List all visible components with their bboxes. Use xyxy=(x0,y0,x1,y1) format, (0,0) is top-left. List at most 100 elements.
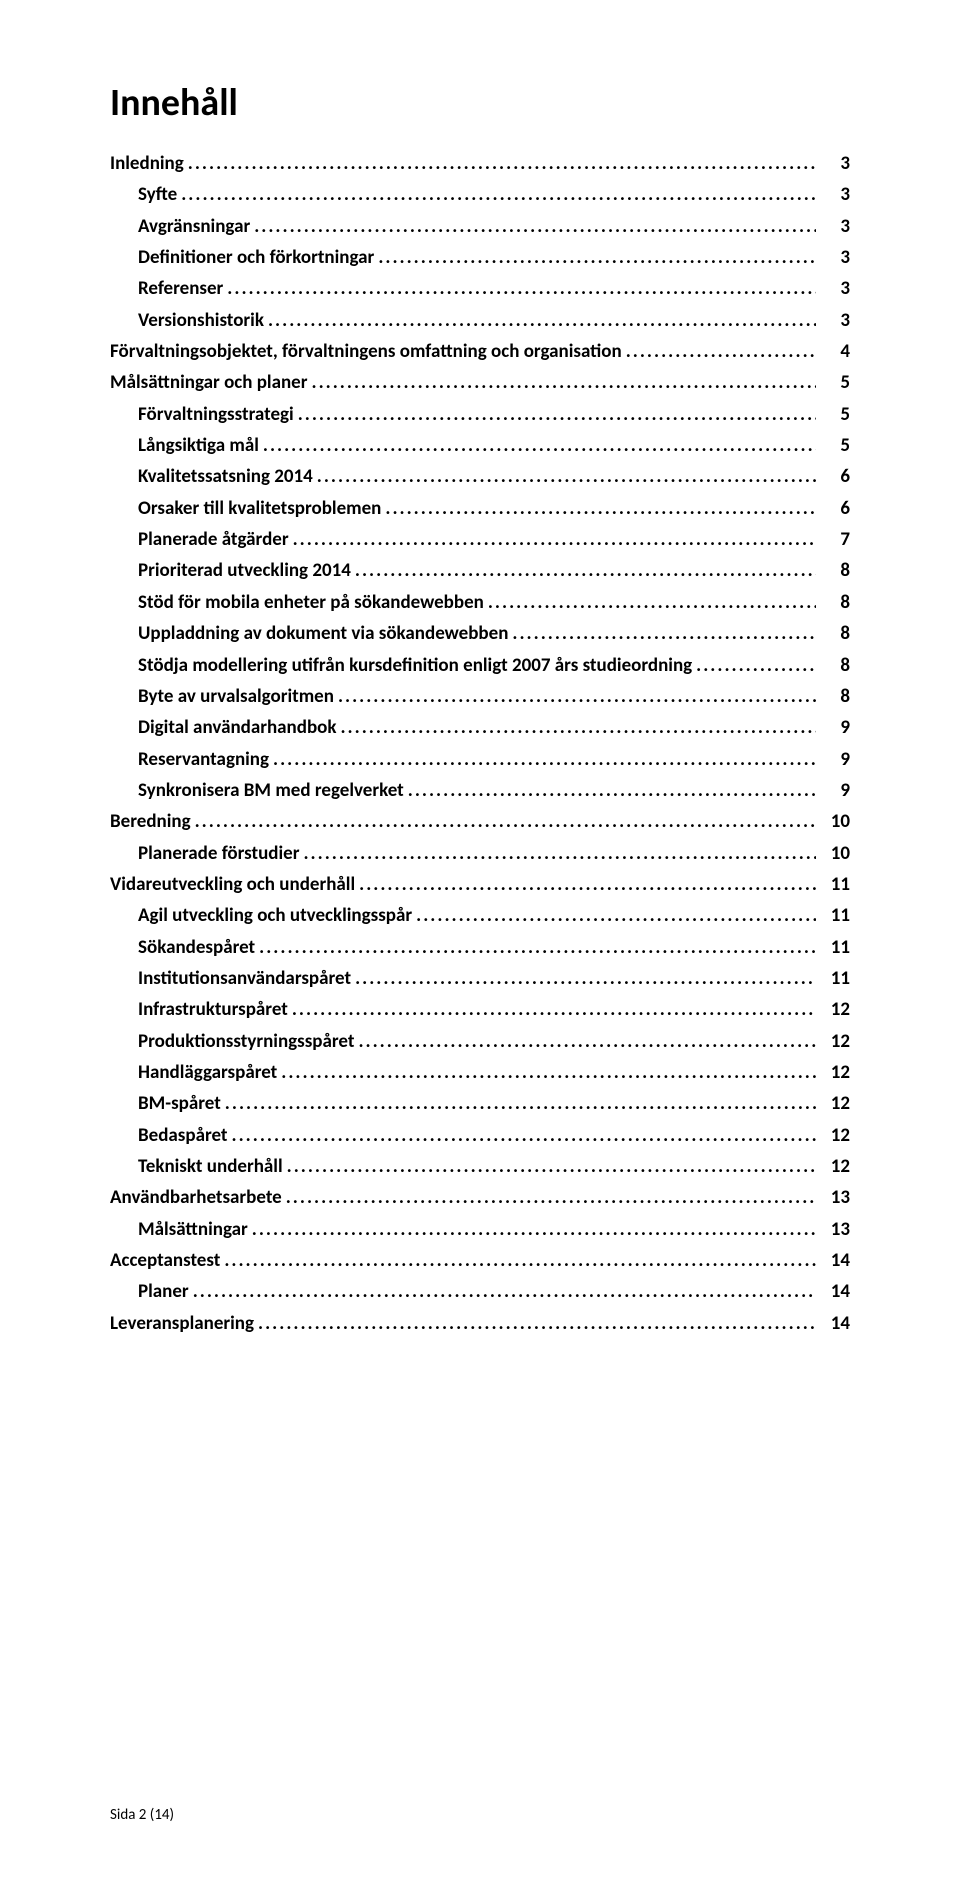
toc-row[interactable]: Byte av urvalsalgoritmen................… xyxy=(110,681,850,712)
toc-leader: ........................................… xyxy=(358,1026,816,1057)
toc-leader: ........................................… xyxy=(195,806,816,837)
toc-page-number: 5 xyxy=(820,430,850,461)
toc-row[interactable]: Målsättningar...........................… xyxy=(110,1214,850,1245)
toc-page-number: 13 xyxy=(820,1214,850,1245)
toc-label: Långsiktiga mål xyxy=(138,430,259,461)
toc-row[interactable]: Beredning...............................… xyxy=(110,806,850,837)
toc-row[interactable]: Uppladdning av dokument via sökandewebbe… xyxy=(110,618,850,649)
toc-leader: ........................................… xyxy=(303,838,816,869)
toc-label: Produktionsstyrningsspåret xyxy=(138,1026,354,1057)
toc-leader: ........................................… xyxy=(626,336,816,367)
toc-row[interactable]: Stödja modellering utifrån kursdefinitio… xyxy=(110,650,850,681)
toc-page-number: 6 xyxy=(820,493,850,524)
toc-row[interactable]: Vidareutveckling och underhåll..........… xyxy=(110,869,850,900)
toc-leader: ........................................… xyxy=(359,869,816,900)
toc-row[interactable]: Synkronisera BM med regelverket.........… xyxy=(110,775,850,806)
toc-leader: ........................................… xyxy=(312,367,817,398)
toc-page-number: 8 xyxy=(820,618,850,649)
toc-leader: ........................................… xyxy=(254,211,816,242)
toc-page-number: 4 xyxy=(820,336,850,367)
toc-leader: ........................................… xyxy=(263,430,816,461)
toc-page-number: 3 xyxy=(820,179,850,210)
toc-row[interactable]: Bedaspåret..............................… xyxy=(110,1120,850,1151)
toc-leader: ........................................… xyxy=(338,681,816,712)
toc-page-number: 12 xyxy=(820,1120,850,1151)
toc-row[interactable]: Institutionsanvändarspåret..............… xyxy=(110,963,850,994)
toc-row[interactable]: Användbarhetsarbete.....................… xyxy=(110,1182,850,1213)
toc-label: Institutionsanvändarspåret xyxy=(138,963,351,994)
toc-row[interactable]: Handläggarspåret........................… xyxy=(110,1057,850,1088)
toc-leader: ........................................… xyxy=(258,1308,816,1339)
page-footer: Sida 2 (14) xyxy=(110,1806,174,1824)
toc-label: Prioriterad utveckling 2014 xyxy=(138,555,351,586)
toc-row[interactable]: Förvaltningsobjektet, förvaltningens omf… xyxy=(110,336,850,367)
toc-leader: ........................................… xyxy=(317,461,816,492)
toc-row[interactable]: Definitioner och förkortningar..........… xyxy=(110,242,850,273)
toc-page-number: 9 xyxy=(820,775,850,806)
toc-page-number: 12 xyxy=(820,994,850,1025)
toc-label: Målsättningar och planer xyxy=(110,367,308,398)
toc-row[interactable]: Tekniskt underhåll......................… xyxy=(110,1151,850,1182)
toc-leader: ........................................… xyxy=(287,1151,816,1182)
toc-page-number: 10 xyxy=(820,838,850,869)
toc-row[interactable]: Prioriterad utveckling 2014.............… xyxy=(110,555,850,586)
toc-label: Inledning xyxy=(110,148,184,179)
toc-leader: ........................................… xyxy=(281,1057,816,1088)
toc-label: Bedaspåret xyxy=(138,1120,228,1151)
toc-page-number: 12 xyxy=(820,1026,850,1057)
toc-row[interactable]: Agil utveckling och utvecklingsspår.....… xyxy=(110,900,850,931)
toc-leader: ........................................… xyxy=(416,900,816,931)
toc-leader: ........................................… xyxy=(259,932,816,963)
toc-page-number: 9 xyxy=(820,744,850,775)
toc-row[interactable]: Planerade åtgärder......................… xyxy=(110,524,850,555)
toc-row[interactable]: BM-spåret...............................… xyxy=(110,1088,850,1119)
toc-leader: ........................................… xyxy=(268,305,816,336)
toc-label: Förvaltningsstrategi xyxy=(138,399,294,430)
toc-row[interactable]: Inledning...............................… xyxy=(110,148,850,179)
toc-label: Användbarhetsarbete xyxy=(110,1182,282,1213)
toc-label: Syfte xyxy=(138,179,177,210)
toc-row[interactable]: Kvalitetssatsning 2014..................… xyxy=(110,461,850,492)
toc-leader: ........................................… xyxy=(696,650,816,681)
toc-row[interactable]: Målsättningar och planer................… xyxy=(110,367,850,398)
toc-row[interactable]: Reservantagning.........................… xyxy=(110,744,850,775)
toc-label: Beredning xyxy=(110,806,191,837)
toc-row[interactable]: Referenser..............................… xyxy=(110,273,850,304)
toc-leader: ........................................… xyxy=(385,493,816,524)
toc-row[interactable]: Stöd för mobila enheter på sökandewebben… xyxy=(110,587,850,618)
toc-label: Referenser xyxy=(138,273,223,304)
table-of-contents: Inledning...............................… xyxy=(110,148,850,1339)
toc-row[interactable]: Syfte...................................… xyxy=(110,179,850,210)
toc-row[interactable]: Versionshistorik........................… xyxy=(110,305,850,336)
toc-row[interactable]: Leveransplanering.......................… xyxy=(110,1308,850,1339)
toc-page-number: 8 xyxy=(820,650,850,681)
toc-page-number: 9 xyxy=(820,712,850,743)
toc-row[interactable]: Acceptanstest...........................… xyxy=(110,1245,850,1276)
toc-row[interactable]: Sökandespåret...........................… xyxy=(110,932,850,963)
toc-leader: ........................................… xyxy=(355,555,816,586)
toc-label: Leveransplanering xyxy=(110,1308,254,1339)
toc-row[interactable]: Avgränsningar...........................… xyxy=(110,211,850,242)
toc-page-number: 14 xyxy=(820,1308,850,1339)
toc-row[interactable]: Infrastrukturspåret.....................… xyxy=(110,994,850,1025)
toc-label: Versionshistorik xyxy=(138,305,264,336)
toc-row[interactable]: Förvaltningsstrategi....................… xyxy=(110,399,850,430)
toc-page-number: 10 xyxy=(820,806,850,837)
toc-leader: ........................................… xyxy=(408,775,816,806)
toc-page-number: 11 xyxy=(820,963,850,994)
toc-leader: ........................................… xyxy=(298,399,816,430)
toc-row[interactable]: Planer..................................… xyxy=(110,1276,850,1307)
toc-row[interactable]: Digital användarhandbok.................… xyxy=(110,712,850,743)
toc-leader: ........................................… xyxy=(188,148,816,179)
toc-row[interactable]: Långsiktiga mål.........................… xyxy=(110,430,850,461)
toc-page-number: 12 xyxy=(820,1151,850,1182)
toc-leader: ........................................… xyxy=(193,1276,816,1307)
toc-page-number: 8 xyxy=(820,587,850,618)
toc-row[interactable]: Produktionsstyrningsspåret..............… xyxy=(110,1026,850,1057)
toc-page-number: 13 xyxy=(820,1182,850,1213)
toc-label: Digital användarhandbok xyxy=(138,712,336,743)
toc-row[interactable]: Orsaker till kvalitetsproblemen.........… xyxy=(110,493,850,524)
toc-row[interactable]: Planerade förstudier....................… xyxy=(110,838,850,869)
toc-page-number: 8 xyxy=(820,555,850,586)
toc-label: Byte av urvalsalgoritmen xyxy=(138,681,334,712)
